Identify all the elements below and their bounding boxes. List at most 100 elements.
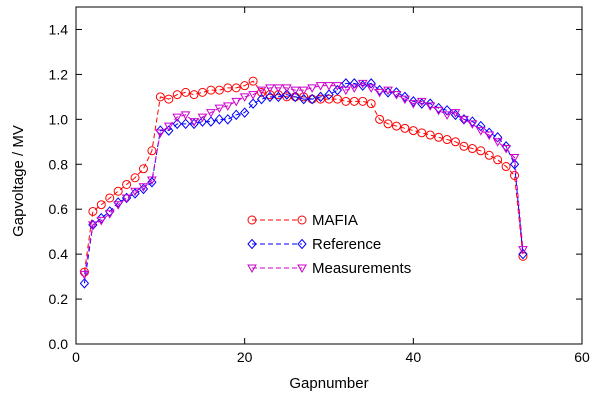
- data-point-reference: [282, 89, 292, 100]
- data-point-measurements: [307, 84, 317, 93]
- data-point-mafia: [484, 150, 494, 160]
- data-point-measurements: [484, 131, 495, 141]
- data-point-mafia: [442, 135, 452, 145]
- data-point-measurements: [239, 93, 250, 102]
- data-point-mafia: [476, 146, 486, 156]
- data-point-measurements: [222, 102, 233, 111]
- data-point-measurements: [290, 86, 301, 96]
- data-point-measurements: [315, 82, 326, 91]
- data-point-mafia: [425, 130, 435, 140]
- data-point-mafia: [105, 193, 115, 203]
- data-point-reference: [248, 98, 258, 109]
- data-point-reference: [400, 91, 410, 103]
- data-point-reference: [501, 141, 511, 152]
- x-tick-label: 20: [237, 349, 253, 365]
- data-point-mafia: [88, 206, 98, 216]
- data-point-reference: [374, 84, 385, 96]
- data-point-measurements: [442, 111, 452, 120]
- data-point-measurements: [197, 113, 208, 123]
- y-tick-label: 0.8: [49, 156, 69, 172]
- data-point-reference: [164, 125, 174, 136]
- data-point-reference: [172, 118, 182, 130]
- data-point-mafia: [130, 173, 140, 183]
- data-point-measurements: [130, 187, 140, 197]
- data-point-reference: [273, 91, 284, 103]
- data-point-measurements: [492, 138, 503, 147]
- data-point-measurements: [383, 86, 393, 96]
- data-point-measurements: [298, 86, 309, 96]
- legend-label: Reference: [312, 236, 381, 253]
- data-point-reference: [299, 93, 309, 105]
- data-point-reference: [239, 107, 250, 118]
- data-point-measurements: [248, 91, 258, 100]
- data-point-measurements: [231, 97, 242, 107]
- data-point-reference: [467, 116, 478, 127]
- data-point-mafia: [122, 179, 132, 189]
- data-point-reference: [324, 89, 334, 100]
- data-point-measurements: [88, 221, 98, 230]
- data-point-mafia: [198, 87, 207, 97]
- data-point-measurements: [408, 100, 419, 109]
- data-point-measurements: [273, 84, 284, 93]
- data-point-reference: [105, 206, 115, 217]
- x-axis-label: Gapnumber: [289, 375, 368, 392]
- data-point-mafia: [501, 162, 511, 172]
- data-point-mafia: [408, 126, 418, 136]
- legend-marker: [247, 215, 257, 225]
- data-point-reference: [256, 93, 267, 105]
- data-point-mafia: [172, 90, 182, 100]
- legend-marker: [297, 215, 307, 225]
- y-tick-label: 1.0: [49, 111, 69, 127]
- data-point-reference: [315, 91, 326, 103]
- data-point-measurements: [256, 86, 267, 96]
- data-point-measurements: [281, 84, 292, 93]
- data-point-reference: [206, 116, 216, 127]
- y-tick-label: 0.0: [49, 336, 69, 352]
- data-point-reference: [96, 212, 106, 224]
- ticks: 0 20 40 60 0.0 0.2 0.4 0.6 0.8 1.0 1.2 1.4: [49, 7, 590, 365]
- data-point-reference: [214, 114, 225, 125]
- data-point-mafia: [231, 83, 241, 93]
- data-point-measurements: [324, 82, 334, 91]
- data-point-mafia: [138, 164, 148, 174]
- y-tick-label: 1.4: [49, 21, 69, 37]
- data-point-measurements: [349, 84, 360, 93]
- data-point-measurements: [366, 84, 377, 93]
- data-point-reference: [79, 278, 90, 289]
- data-point-measurements: [425, 102, 436, 111]
- data-point-measurements: [180, 111, 191, 120]
- series-layer: [79, 76, 528, 289]
- data-point-measurements: [459, 115, 469, 125]
- data-point-measurements: [450, 109, 461, 118]
- data-point-mafia: [467, 144, 477, 154]
- data-point-mafia: [113, 186, 123, 196]
- data-point-measurements: [400, 95, 410, 105]
- data-point-measurements: [501, 145, 511, 154]
- data-point-measurements: [104, 210, 115, 219]
- data-point-mafia: [366, 99, 376, 109]
- data-point-reference: [450, 109, 461, 121]
- data-point-mafia: [510, 171, 520, 180]
- data-point-measurements: [509, 154, 520, 163]
- series-mafia: [79, 76, 528, 277]
- data-point-mafia: [400, 123, 410, 133]
- legend-label: MAFIA: [312, 212, 358, 229]
- data-point-reference: [180, 118, 191, 130]
- data-point-mafia: [248, 76, 258, 86]
- x-tick-label: 60: [574, 349, 590, 365]
- data-point-reference: [138, 183, 149, 195]
- data-point-mafia: [147, 146, 157, 156]
- data-point-reference: [391, 87, 402, 98]
- x-tick-label: 40: [406, 349, 422, 365]
- data-point-reference: [231, 109, 241, 121]
- data-point-measurements: [163, 122, 174, 132]
- legend-marker: [297, 238, 307, 250]
- y-tick-label: 1.2: [49, 66, 69, 82]
- data-point-reference: [265, 91, 275, 103]
- data-point-measurements: [113, 201, 124, 210]
- data-point-measurements: [155, 129, 166, 138]
- data-point-measurements: [138, 183, 149, 192]
- data-point-measurements: [416, 97, 427, 107]
- series-measurements: [79, 79, 528, 280]
